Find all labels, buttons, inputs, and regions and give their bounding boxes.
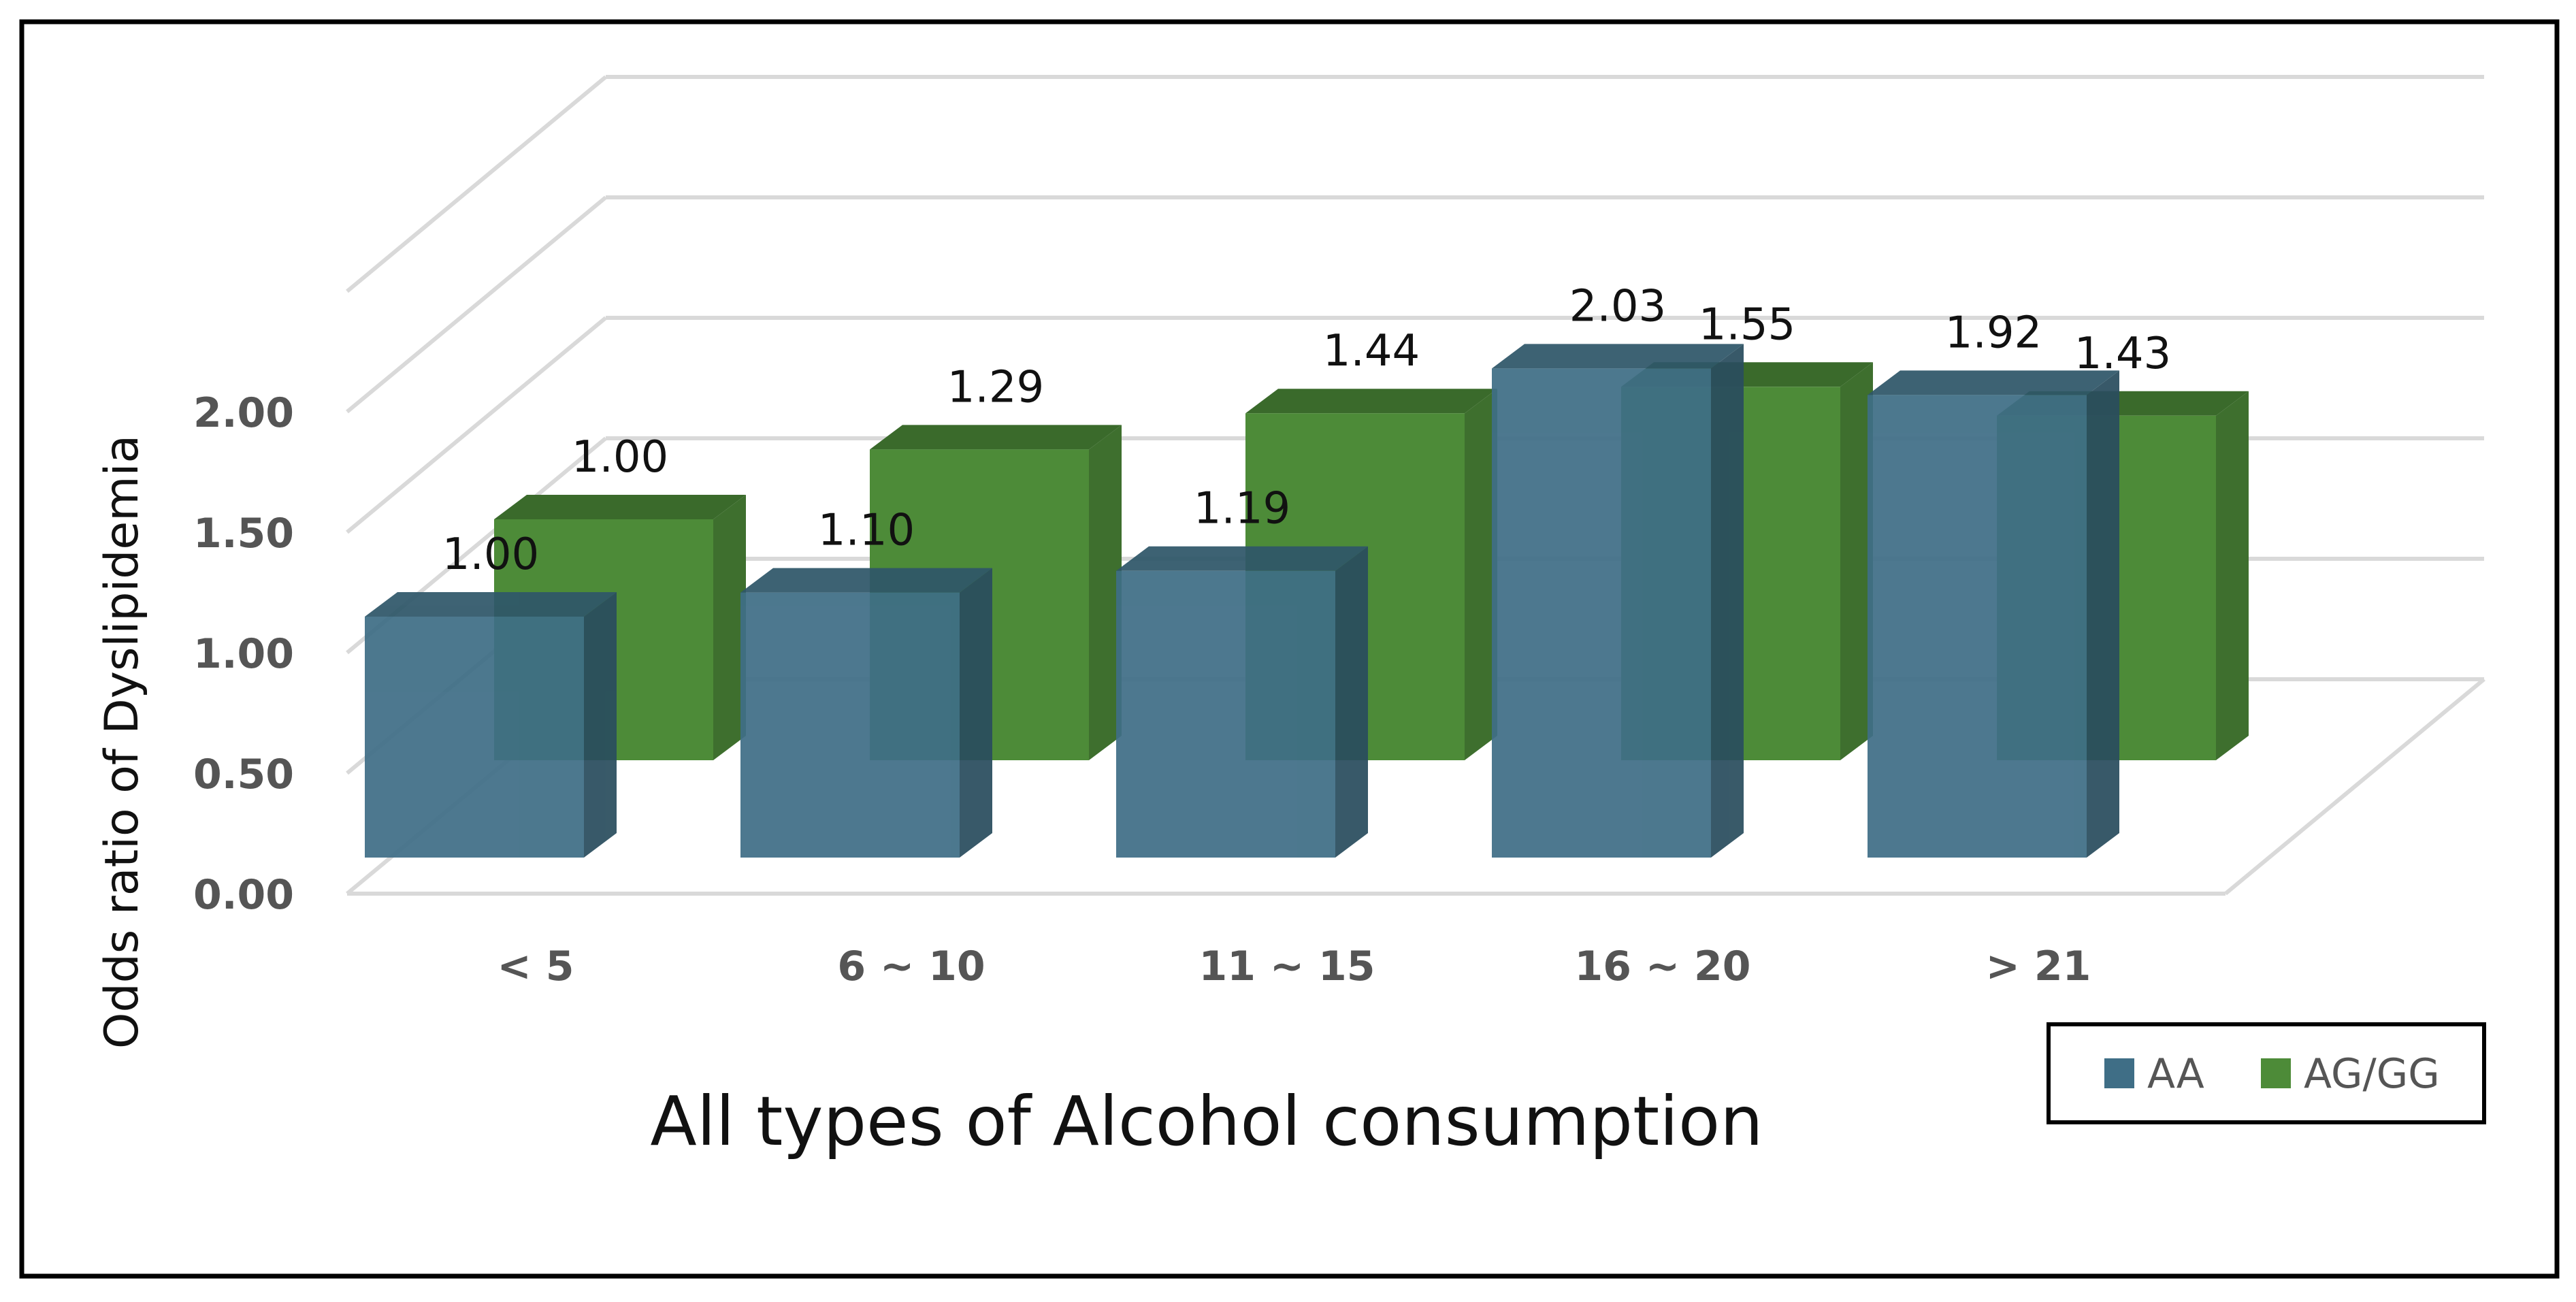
y-tick-label: 1.00 [193, 630, 294, 678]
bar-aggg-side [713, 495, 746, 760]
bar-aggg-side [1465, 389, 1497, 760]
bar-aa-side [1711, 344, 1744, 858]
data-label-aa: 2.03 [1569, 281, 1667, 331]
data-label-aggg: 1.55 [1699, 299, 1796, 350]
bar-aa [365, 592, 617, 858]
bar-aa-front [1868, 395, 2087, 858]
bar-aggg-top [1245, 389, 1497, 414]
bar-aggg-side [2216, 391, 2249, 760]
bar-aa-top [1116, 546, 1368, 571]
bar-aa-side [2087, 370, 2119, 858]
bar-aa-top [1492, 344, 1744, 369]
data-label-aa: 1.92 [1945, 308, 2042, 358]
bar-aa-front [1116, 570, 1335, 858]
bar-aa-side [1335, 546, 1368, 858]
bar-aggg-side [1840, 362, 1873, 760]
y-tick-label: 0.00 [193, 871, 294, 919]
bar-aa [1868, 370, 2119, 858]
legend: AA AG/GG [2047, 1022, 2486, 1124]
data-label-aa: 1.19 [1194, 484, 1291, 534]
bar-aa [1492, 344, 1744, 858]
bar-aa-top [365, 592, 617, 617]
x-tick-label: > 21 [1986, 943, 2091, 990]
legend-label-aggg: AG/GG [2304, 1050, 2440, 1098]
y-tick-label: 0.50 [193, 751, 294, 798]
bar-aa-side [584, 592, 617, 858]
bar-aa [740, 568, 992, 858]
bars [365, 344, 2249, 858]
gridline-diagonal [346, 316, 607, 534]
bar-aa-top [740, 568, 992, 593]
legend-label-aa: AA [2147, 1050, 2204, 1098]
bar-aa-top [1868, 370, 2119, 395]
x-tick-label: < 5 [498, 943, 574, 990]
legend-swatch-aa [2104, 1058, 2134, 1088]
y-axis-ticks: 0.00 0.50 1.00 1.50 2.00 [193, 389, 294, 919]
bar-aa-front [1492, 368, 1711, 858]
y-tick-label: 1.50 [193, 510, 294, 557]
x-tick-label: 16 ~ 20 [1574, 943, 1750, 990]
bar-aggg-side [1089, 425, 1122, 760]
x-axis-ticks: < 5 6 ~ 10 11 ~ 15 16 ~ 20 > 21 [498, 943, 2091, 990]
data-label-aa: 1.10 [818, 506, 915, 556]
data-labels: 1.00 1.29 1.44 1.55 1.43 1.00 1.10 1.19 2.03 1.92 [442, 281, 2172, 580]
floor-right-edge [2224, 677, 2485, 896]
bar-aa-front [365, 617, 584, 858]
x-tick-label: 11 ~ 15 [1199, 943, 1375, 990]
x-axis-title: All types of Alcohol consumption [650, 1081, 1763, 1161]
bar-aa-front [740, 592, 960, 858]
x-tick-label: 6 ~ 10 [837, 943, 985, 990]
data-label-aggg: 1.00 [572, 432, 669, 483]
legend-swatch-aggg [2261, 1058, 2291, 1088]
gridline-diagonal [346, 195, 607, 414]
data-label-aggg: 1.29 [947, 362, 1045, 412]
bar-aa-side [960, 568, 992, 858]
y-tick-label: 2.00 [193, 389, 294, 437]
gridline-diagonal [346, 75, 607, 293]
y-axis-title: Odds ratio of Dyslipidemia [95, 435, 149, 1049]
bar-aggg-top [870, 425, 1122, 450]
bar-aggg-top [494, 495, 746, 519]
data-label-aggg: 1.43 [2074, 329, 2172, 379]
bar-aa [1116, 546, 1368, 858]
data-label-aa: 1.00 [442, 530, 540, 580]
data-label-aggg: 1.44 [1323, 326, 1420, 376]
